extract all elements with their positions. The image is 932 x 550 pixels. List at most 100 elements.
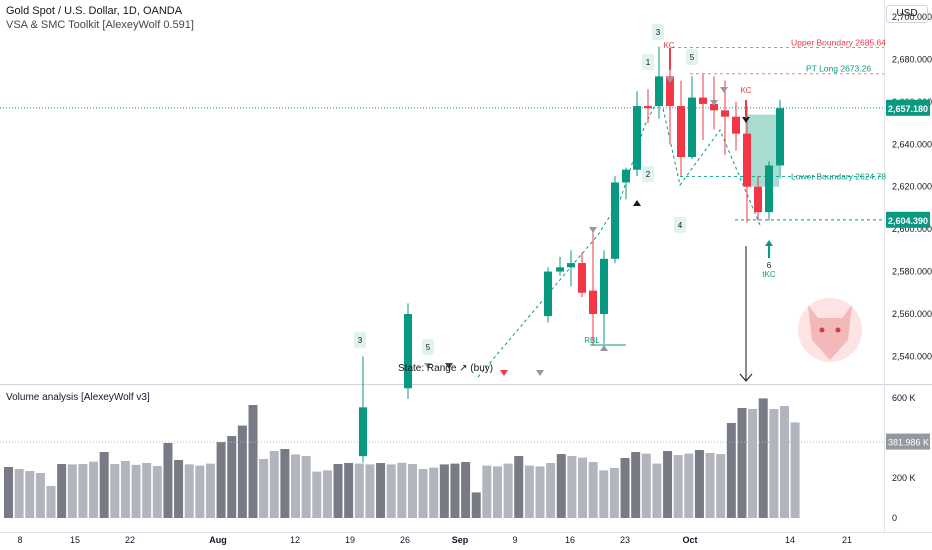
- price-tick-label: 2,560.000: [892, 309, 932, 319]
- volume-bar: [152, 466, 162, 518]
- up-triangle: [633, 200, 641, 206]
- time-tick-label: 19: [345, 535, 355, 545]
- down-triangle: [720, 87, 728, 93]
- volume-bar: [259, 459, 269, 518]
- volume-bar: [779, 406, 789, 518]
- volume-bar: [312, 471, 322, 518]
- wave-marker-label: 3: [656, 28, 661, 37]
- volume-bar: [514, 456, 524, 518]
- pt-long-label: PT Long 2673.26: [806, 64, 871, 74]
- wave-marker-label: 1: [646, 58, 651, 67]
- volume-bar: [599, 470, 609, 518]
- candle-body: [699, 97, 707, 104]
- candle-body: [765, 165, 773, 213]
- volume-bar: [429, 467, 439, 518]
- wave-marker-label: 3: [358, 336, 363, 345]
- wolf-logo: [808, 305, 852, 360]
- volume-bar: [397, 462, 407, 518]
- wave-marker: [642, 166, 654, 182]
- upper-boundary-label: Upper Boundary 2685.64: [791, 37, 886, 47]
- tkc-label: tKC: [762, 270, 776, 279]
- volume-panel-title: Volume analysis [AlexeyWolf v3]: [6, 392, 150, 403]
- time-tick-label: 26: [400, 535, 410, 545]
- candle-body: [644, 106, 652, 109]
- candle-body: [710, 103, 718, 111]
- indicator-title: VSA & SMC Toolkit [AlexeyWolf 0.591]: [6, 19, 194, 31]
- volume-bar: [535, 466, 545, 518]
- volume-bar: [46, 486, 56, 518]
- volume-bar: [705, 453, 715, 518]
- wave-marker: [686, 49, 698, 65]
- candle-body: [666, 76, 674, 107]
- time-tick-label: 22: [125, 535, 135, 545]
- down-triangle: [589, 227, 597, 233]
- time-tick-label: Aug: [209, 535, 227, 545]
- volume-bar: [35, 473, 45, 518]
- six-label: 6: [767, 261, 772, 270]
- volume-bar: [407, 464, 417, 518]
- volume-tick-label: 200 K: [892, 473, 916, 483]
- volume-bar: [503, 463, 513, 518]
- down-triangle: [710, 100, 718, 106]
- wolf-logo: [819, 327, 825, 333]
- currency-button[interactable]: USD: [886, 5, 928, 23]
- volume-bar: [620, 458, 630, 518]
- down-triangle: [424, 363, 432, 369]
- down-triangle: [536, 370, 544, 376]
- low-price-tag-label: 2,604.390: [888, 216, 928, 226]
- time-tick-label: 8: [17, 535, 22, 545]
- wave-marker-label: 4: [678, 221, 683, 230]
- kc-label: KC: [663, 41, 674, 50]
- price-tick-label: 2,620.000: [892, 182, 932, 192]
- lower-boundary-label: Lower Boundary 2624.78: [791, 172, 886, 182]
- volume-bar: [195, 465, 205, 518]
- volume-bar: [120, 461, 130, 518]
- volume-bar: [376, 463, 386, 518]
- volume-bar: [237, 425, 247, 518]
- volume-bar: [365, 464, 375, 518]
- price-tick-label: 2,540.000: [892, 351, 932, 361]
- volume-tick-label: 600 K: [892, 393, 916, 403]
- volume-bar: [609, 468, 619, 518]
- volume-bar: [386, 464, 396, 518]
- volume-bar: [184, 464, 194, 518]
- volume-bar: [280, 449, 290, 518]
- volume-bar: [163, 443, 173, 518]
- volume-bar: [471, 492, 481, 518]
- volume-bar: [205, 463, 215, 518]
- volume-bar: [344, 463, 354, 518]
- time-tick-label: 12: [290, 535, 300, 545]
- candle-body: [578, 263, 586, 293]
- wolf-logo: [835, 327, 841, 333]
- volume-bar: [131, 464, 141, 518]
- wave-marker: [422, 339, 434, 355]
- volume-bar: [790, 422, 800, 518]
- volume-bar: [418, 469, 428, 518]
- volume-tick-label: 0: [892, 513, 897, 523]
- volume-bar: [174, 460, 184, 518]
- volume-bar: [641, 453, 651, 518]
- volume-bar: [461, 462, 471, 518]
- volume-bar: [492, 466, 502, 518]
- wave-marker-label: 5: [426, 343, 431, 352]
- price-tick-label: 2,700.000: [892, 12, 932, 22]
- volume-bar: [248, 405, 258, 518]
- wave-marker-label: 5: [690, 53, 695, 62]
- volume-bar: [89, 461, 99, 518]
- volume-bar: [726, 423, 736, 518]
- time-tick-label: 15: [70, 535, 80, 545]
- volume-bar: [333, 464, 343, 518]
- candle-body: [359, 407, 367, 457]
- volume-bar: [567, 456, 577, 518]
- volume-bar: [142, 463, 152, 518]
- down-triangle: [445, 363, 453, 369]
- volume-bar: [631, 452, 641, 518]
- state-label: State: Range ↗ (buy): [398, 363, 493, 374]
- rbl-label: RBL: [584, 336, 600, 345]
- volume-bar: [450, 463, 460, 518]
- wave-marker-label: 2: [646, 170, 651, 179]
- volume-bar: [269, 451, 279, 518]
- projection-arrow-head: [739, 373, 753, 382]
- volume-bar: [291, 454, 301, 518]
